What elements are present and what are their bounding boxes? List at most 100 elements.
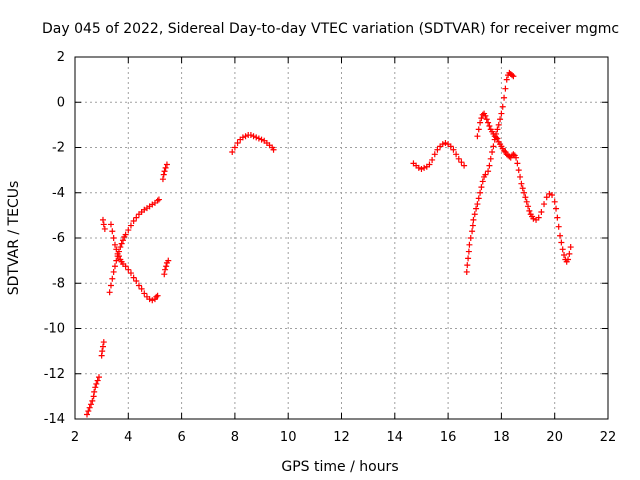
data-point: [551, 198, 558, 205]
data-point: [431, 151, 438, 158]
data-point: [434, 146, 441, 153]
data-point: [118, 240, 125, 247]
y-tick-label: -14: [44, 412, 65, 427]
x-tick-label: 14: [387, 430, 404, 445]
data-point: [439, 141, 446, 148]
data-point: [463, 268, 470, 275]
data-point: [541, 201, 548, 208]
data-point: [525, 203, 532, 210]
data-point: [509, 72, 516, 79]
data-point: [549, 192, 556, 199]
data-point: [486, 123, 493, 130]
data-point: [162, 164, 169, 171]
data-point: [517, 173, 524, 180]
data-point: [510, 73, 517, 80]
data-point: [99, 348, 106, 355]
data-point: [426, 161, 433, 168]
x-tick-label: 4: [124, 430, 132, 445]
data-point: [154, 197, 161, 204]
data-point: [475, 126, 482, 133]
data-point: [530, 215, 537, 222]
data-point: [94, 377, 101, 384]
data-point: [482, 112, 489, 119]
data-point: [429, 156, 436, 163]
data-point: [455, 155, 462, 162]
data-point: [86, 404, 93, 411]
data-point: [231, 144, 238, 151]
data-point: [499, 103, 506, 110]
data-point: [554, 214, 561, 221]
data-point: [526, 207, 533, 214]
data-point: [415, 164, 422, 171]
data-point: [161, 271, 168, 278]
data-point: [461, 162, 468, 169]
y-tick-label: -12: [44, 367, 65, 382]
data-point: [465, 255, 472, 262]
data-point: [501, 94, 508, 101]
data-point: [521, 189, 528, 196]
data-point: [473, 205, 480, 212]
data-point: [135, 282, 142, 289]
x-tick-label: 12: [333, 430, 350, 445]
grid-lines: [75, 57, 608, 419]
data-point: [502, 85, 509, 92]
data-point: [107, 221, 114, 228]
data-point: [447, 143, 454, 150]
data-point: [566, 250, 573, 257]
data-point: [87, 401, 94, 408]
data-point: [450, 146, 457, 153]
x-tick-label: 8: [231, 430, 239, 445]
data-point: [510, 151, 517, 158]
data-point: [91, 388, 98, 395]
data-point: [161, 168, 168, 175]
y-tick-label: -2: [52, 141, 65, 156]
data-point: [555, 223, 562, 230]
data-point: [489, 149, 496, 156]
data-point: [255, 135, 262, 142]
data-point: [153, 293, 160, 300]
data-point: [162, 266, 169, 273]
data-point: [482, 171, 489, 178]
data-point: [125, 266, 132, 273]
data-point: [497, 116, 504, 123]
chart-title: Day 045 of 2022, Sidereal Day-to-day VTE…: [42, 21, 619, 37]
x-tick-label: 20: [546, 430, 563, 445]
data-point: [141, 290, 148, 297]
data-point: [258, 136, 265, 143]
data-point: [100, 221, 107, 228]
data-point: [514, 160, 521, 167]
data-point: [111, 241, 118, 248]
data-point: [498, 110, 505, 117]
data-point: [146, 296, 153, 303]
data-point: [247, 132, 254, 139]
data-point: [483, 116, 490, 123]
x-axis-label: GPS time / hours: [281, 459, 398, 475]
x-tick-label: 18: [493, 430, 510, 445]
data-point: [479, 111, 486, 118]
data-point: [117, 244, 124, 251]
data-point: [522, 194, 529, 201]
y-tick-label: -6: [52, 231, 65, 246]
data-point: [501, 147, 508, 154]
data-point: [515, 167, 522, 174]
data-point: [253, 134, 260, 141]
x-tick-label: 2: [71, 430, 79, 445]
data-point: [513, 154, 520, 161]
y-tick-label: 2: [57, 50, 65, 65]
data-point: [466, 241, 473, 248]
data-point: [110, 268, 117, 275]
data-point: [242, 133, 249, 140]
data-point: [471, 211, 478, 218]
y-tick-label: -10: [44, 322, 65, 337]
data-point: [474, 133, 481, 140]
y-tick-label: -8: [52, 276, 65, 291]
y-tick-label: 0: [57, 95, 65, 110]
data-point: [518, 180, 525, 187]
data-point: [229, 149, 236, 156]
data-point: [559, 246, 566, 253]
data-point: [485, 119, 492, 126]
data-point: [493, 134, 500, 141]
x-tick-label: 16: [440, 430, 457, 445]
data-point: [486, 162, 493, 169]
